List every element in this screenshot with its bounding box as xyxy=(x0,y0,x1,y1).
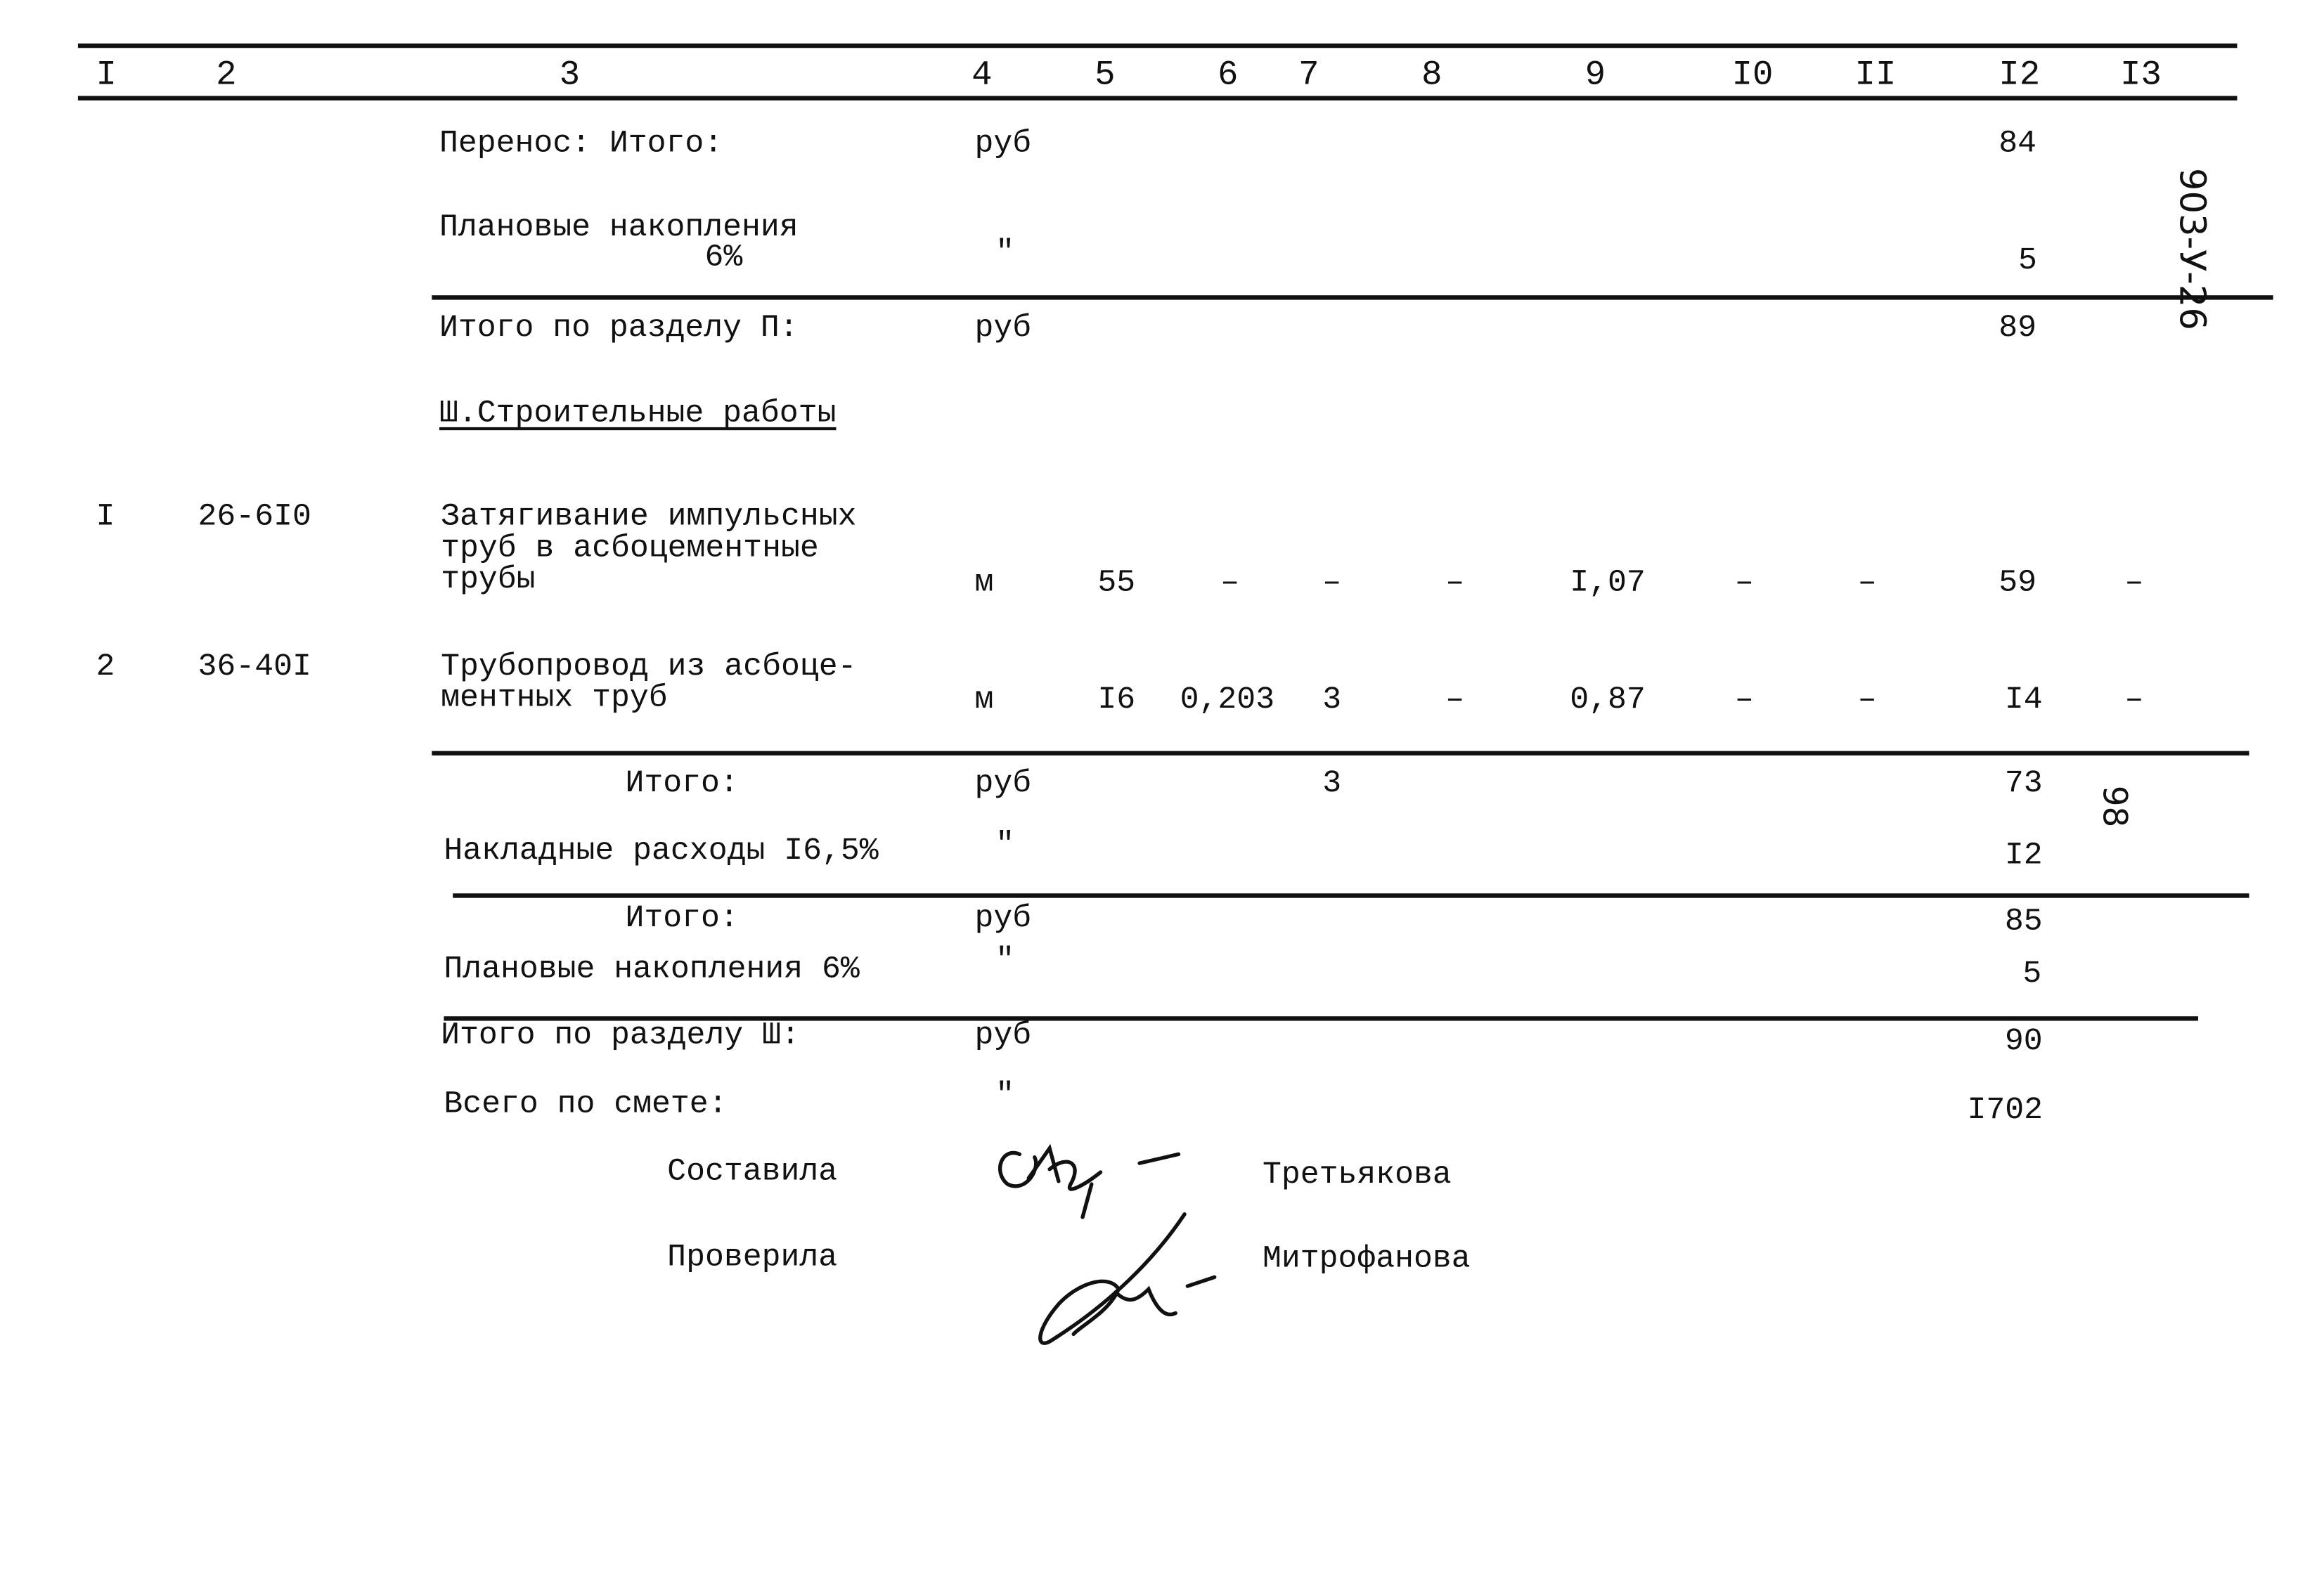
row-name: трубы xyxy=(441,564,536,599)
row-c12: 59 xyxy=(1999,566,2037,602)
overhead-label: Накладные расходы I6,5% xyxy=(444,835,879,870)
grand-total-label: Всего по смете: xyxy=(444,1088,728,1123)
row-c7: – xyxy=(1322,566,1342,602)
row-code: 26-6I0 xyxy=(198,500,311,536)
row-c9: I,07 xyxy=(1570,566,1646,602)
col-header: 9 xyxy=(1584,55,1606,95)
col-header: 2 xyxy=(216,55,237,95)
compiled-name: Третьякова xyxy=(1262,1158,1452,1193)
carry-unit: руб xyxy=(974,127,1032,162)
header-bottom-rule xyxy=(77,96,2238,100)
row-c13: – xyxy=(2124,683,2144,718)
row-unit: м xyxy=(974,683,994,718)
section2-total-label: Итого по разделу П: xyxy=(439,311,799,346)
signature-checked xyxy=(1038,1212,1217,1345)
table-top-rule xyxy=(77,43,2238,48)
row-c11: – xyxy=(1857,683,1877,718)
subtotal-value: 73 xyxy=(2004,767,2043,803)
row-name: Затягивание импульсных xyxy=(441,500,857,536)
col-header: 3 xyxy=(559,55,581,95)
grand-total-value: I702 xyxy=(1967,1094,2044,1129)
col-header: I xyxy=(96,55,117,95)
row-number: 2 xyxy=(96,650,115,685)
row-name: Трубопровод из асбоце- xyxy=(441,650,857,685)
planned3-value: 5 xyxy=(2022,957,2042,993)
col-header: 6 xyxy=(1217,55,1239,95)
section3-total-value: 90 xyxy=(2004,1025,2043,1060)
ditto-mark: " xyxy=(995,944,1015,979)
rule xyxy=(444,1016,2198,1021)
rule xyxy=(453,893,2249,898)
row-c12: I4 xyxy=(2004,683,2043,718)
planned3-label: Плановые накопления 6% xyxy=(444,953,860,988)
checked-label: Проверила xyxy=(667,1241,838,1276)
section2-total-unit: руб xyxy=(974,311,1032,346)
signature-compiled xyxy=(998,1143,1181,1219)
subtotal-unit: руб xyxy=(974,767,1032,803)
subtotal2-label: Итого: xyxy=(625,902,739,937)
row-name: труб в асбоцементные xyxy=(441,532,819,567)
col-header: 8 xyxy=(1421,55,1442,95)
planned-value: 5 xyxy=(2018,244,2037,279)
row-c5: 55 xyxy=(1097,566,1136,602)
row-code: 36-40I xyxy=(198,650,311,685)
row-c13: – xyxy=(2124,566,2144,602)
rule xyxy=(432,751,2249,756)
row-name: ментных труб xyxy=(441,682,668,717)
row-c8: – xyxy=(1445,566,1465,602)
col-header: 7 xyxy=(1298,55,1319,95)
ditto-mark: " xyxy=(995,237,1015,272)
compiled-label: Составила xyxy=(667,1155,838,1190)
col-header: I3 xyxy=(2120,55,2162,95)
row-c6: 0,203 xyxy=(1180,683,1275,718)
carry-label: Перенос: Итого: xyxy=(439,127,723,162)
subtotal-c7: 3 xyxy=(1322,767,1342,803)
row-unit: м xyxy=(974,566,994,602)
row-c5: I6 xyxy=(1097,683,1136,718)
ditto-mark: " xyxy=(995,1079,1015,1114)
row-c8: – xyxy=(1445,683,1465,718)
ditto-mark: " xyxy=(995,829,1015,864)
col-header: 5 xyxy=(1095,55,1116,95)
col-header: I2 xyxy=(1999,55,2041,95)
subtotal2-value: 85 xyxy=(2004,905,2043,940)
row-c9: 0,87 xyxy=(1570,683,1646,718)
section3-title: Ш.Строительные работы xyxy=(439,397,837,432)
subtotal2-unit: руб xyxy=(974,902,1032,937)
col-header: I0 xyxy=(1731,55,1774,95)
section3-total-label: Итого по разделу Ш: xyxy=(441,1019,800,1054)
row-c10: – xyxy=(1734,566,1754,602)
carry-total: 84 xyxy=(1999,127,2037,162)
checked-name: Митрофанова xyxy=(1262,1242,1471,1278)
row-number: I xyxy=(96,500,115,536)
row-c7: 3 xyxy=(1322,683,1342,718)
overhead-value: I2 xyxy=(2004,839,2043,874)
row-c10: – xyxy=(1734,683,1754,718)
section2-total-value: 89 xyxy=(1999,311,2037,346)
planned-percent: 6% xyxy=(704,241,743,276)
planned-label: Плановые накопления xyxy=(439,211,799,246)
rule xyxy=(432,295,2273,300)
col-header: 4 xyxy=(971,55,993,95)
subtotal-label: Итого: xyxy=(625,767,739,803)
col-header: II xyxy=(1854,55,1897,95)
row-c6: – xyxy=(1220,566,1240,602)
section3-total-unit: руб xyxy=(974,1019,1032,1054)
row-c11: – xyxy=(1857,566,1877,602)
